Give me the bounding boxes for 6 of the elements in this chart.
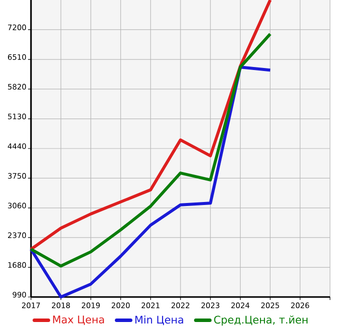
legend-label: Min Цена bbox=[135, 316, 184, 326]
line-series bbox=[30, 66, 272, 298]
legend-label: Сред.Цена, т.йен bbox=[214, 316, 308, 326]
line-series bbox=[30, 32, 272, 268]
legend-label: Max Цена bbox=[53, 316, 104, 325]
line-series bbox=[30, 0, 272, 251]
